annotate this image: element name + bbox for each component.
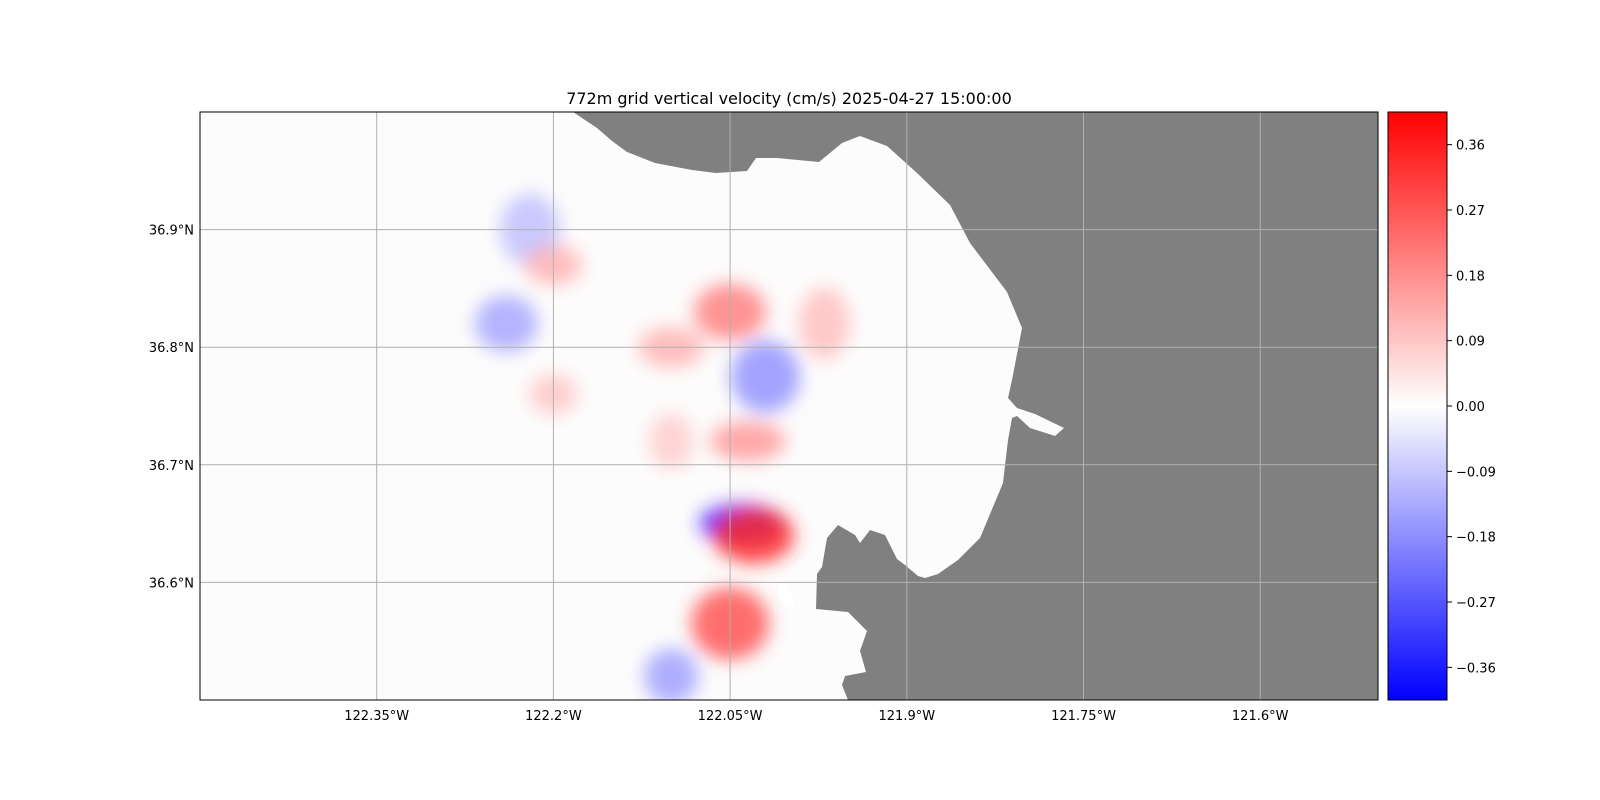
- colorbar-tick-label: −0.27: [1456, 596, 1496, 611]
- map-frame: [199, 111, 1379, 701]
- lon-tick-label: 121.9°W: [879, 709, 936, 724]
- lat-tick-label: 36.8°N: [149, 341, 194, 356]
- lat-tick-label: 36.6°N: [149, 576, 194, 591]
- gridlines: [200, 112, 1378, 700]
- colorbar-tick-label: −0.18: [1456, 531, 1496, 546]
- colorbar-tick-label: −0.36: [1456, 661, 1496, 676]
- lat-tick-label: 36.9°N: [149, 224, 194, 239]
- velocity-feature: [710, 421, 786, 462]
- longitude-labels: 122.35°W 122.2°W 122.05°W 121.9°W 121.75°W 12…: [344, 709, 1288, 724]
- colorbar: 0.36 0.27 0.18 0.09 0.00 −0.09 −0.18 −0.27 −0.36: [1387, 111, 1496, 701]
- map-title: 772m grid vertical velocity (cm/s) 2025-…: [566, 89, 1012, 108]
- velocity-feature: [474, 295, 538, 352]
- lat-tick-label: 36.7°N: [149, 459, 194, 474]
- velocity-feature: [644, 648, 699, 700]
- latitude-labels: 36.9°N 36.8°N 36.7°N 36.6°N: [149, 224, 194, 592]
- colorbar-tick-label: 0.09: [1456, 335, 1485, 350]
- velocity-field: [474, 193, 850, 700]
- colorbar-tick-label: 0.18: [1456, 269, 1485, 284]
- lon-tick-label: 122.05°W: [698, 709, 763, 724]
- velocity-feature: [730, 340, 800, 413]
- lon-tick-label: 121.6°W: [1232, 709, 1289, 724]
- colorbar-gradient: [1387, 111, 1448, 701]
- colorbar-tick-label: −0.09: [1456, 465, 1496, 480]
- velocity-feature: [648, 413, 694, 470]
- lon-tick-label: 121.75°W: [1051, 709, 1116, 724]
- colorbar-tick-label: 0.00: [1456, 400, 1485, 415]
- velocity-feature: [713, 507, 795, 564]
- map-axes: [200, 112, 1378, 700]
- colorbar-tick-label: 0.36: [1456, 139, 1485, 154]
- colorbar-tick-label: 0.27: [1456, 204, 1485, 219]
- lon-tick-label: 122.35°W: [344, 709, 409, 724]
- velocity-feature: [798, 287, 850, 360]
- land-mass: [573, 112, 1378, 700]
- lon-tick-label: 122.2°W: [525, 709, 582, 724]
- masked-cell: [778, 580, 794, 608]
- colorbar-ticks: 0.36 0.27 0.18 0.09 0.00 −0.09 −0.18 −0.27 −0.36: [1447, 139, 1496, 676]
